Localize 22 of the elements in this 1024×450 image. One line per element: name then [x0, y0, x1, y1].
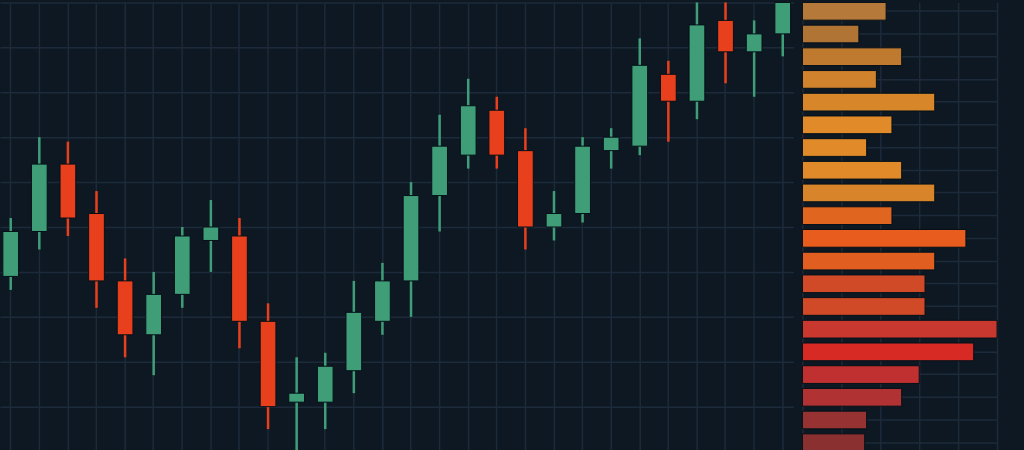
candlestick — [202, 198, 220, 274]
bar — [801, 365, 920, 384]
bar — [801, 115, 893, 135]
bar — [801, 47, 903, 67]
bar — [801, 342, 975, 362]
bar — [801, 319, 998, 339]
bar — [801, 24, 860, 44]
bar — [801, 160, 903, 180]
bar — [801, 251, 936, 271]
bar — [801, 274, 926, 294]
bar — [801, 70, 877, 89]
candlestick — [745, 19, 763, 98]
bar — [801, 138, 868, 157]
candlestick — [602, 126, 620, 170]
bar — [801, 206, 893, 225]
bar — [801, 92, 936, 112]
bar — [801, 229, 967, 248]
bar — [801, 297, 926, 316]
bar — [801, 410, 868, 430]
bar — [801, 387, 903, 407]
bar — [801, 183, 936, 203]
candlestick — [545, 189, 563, 242]
